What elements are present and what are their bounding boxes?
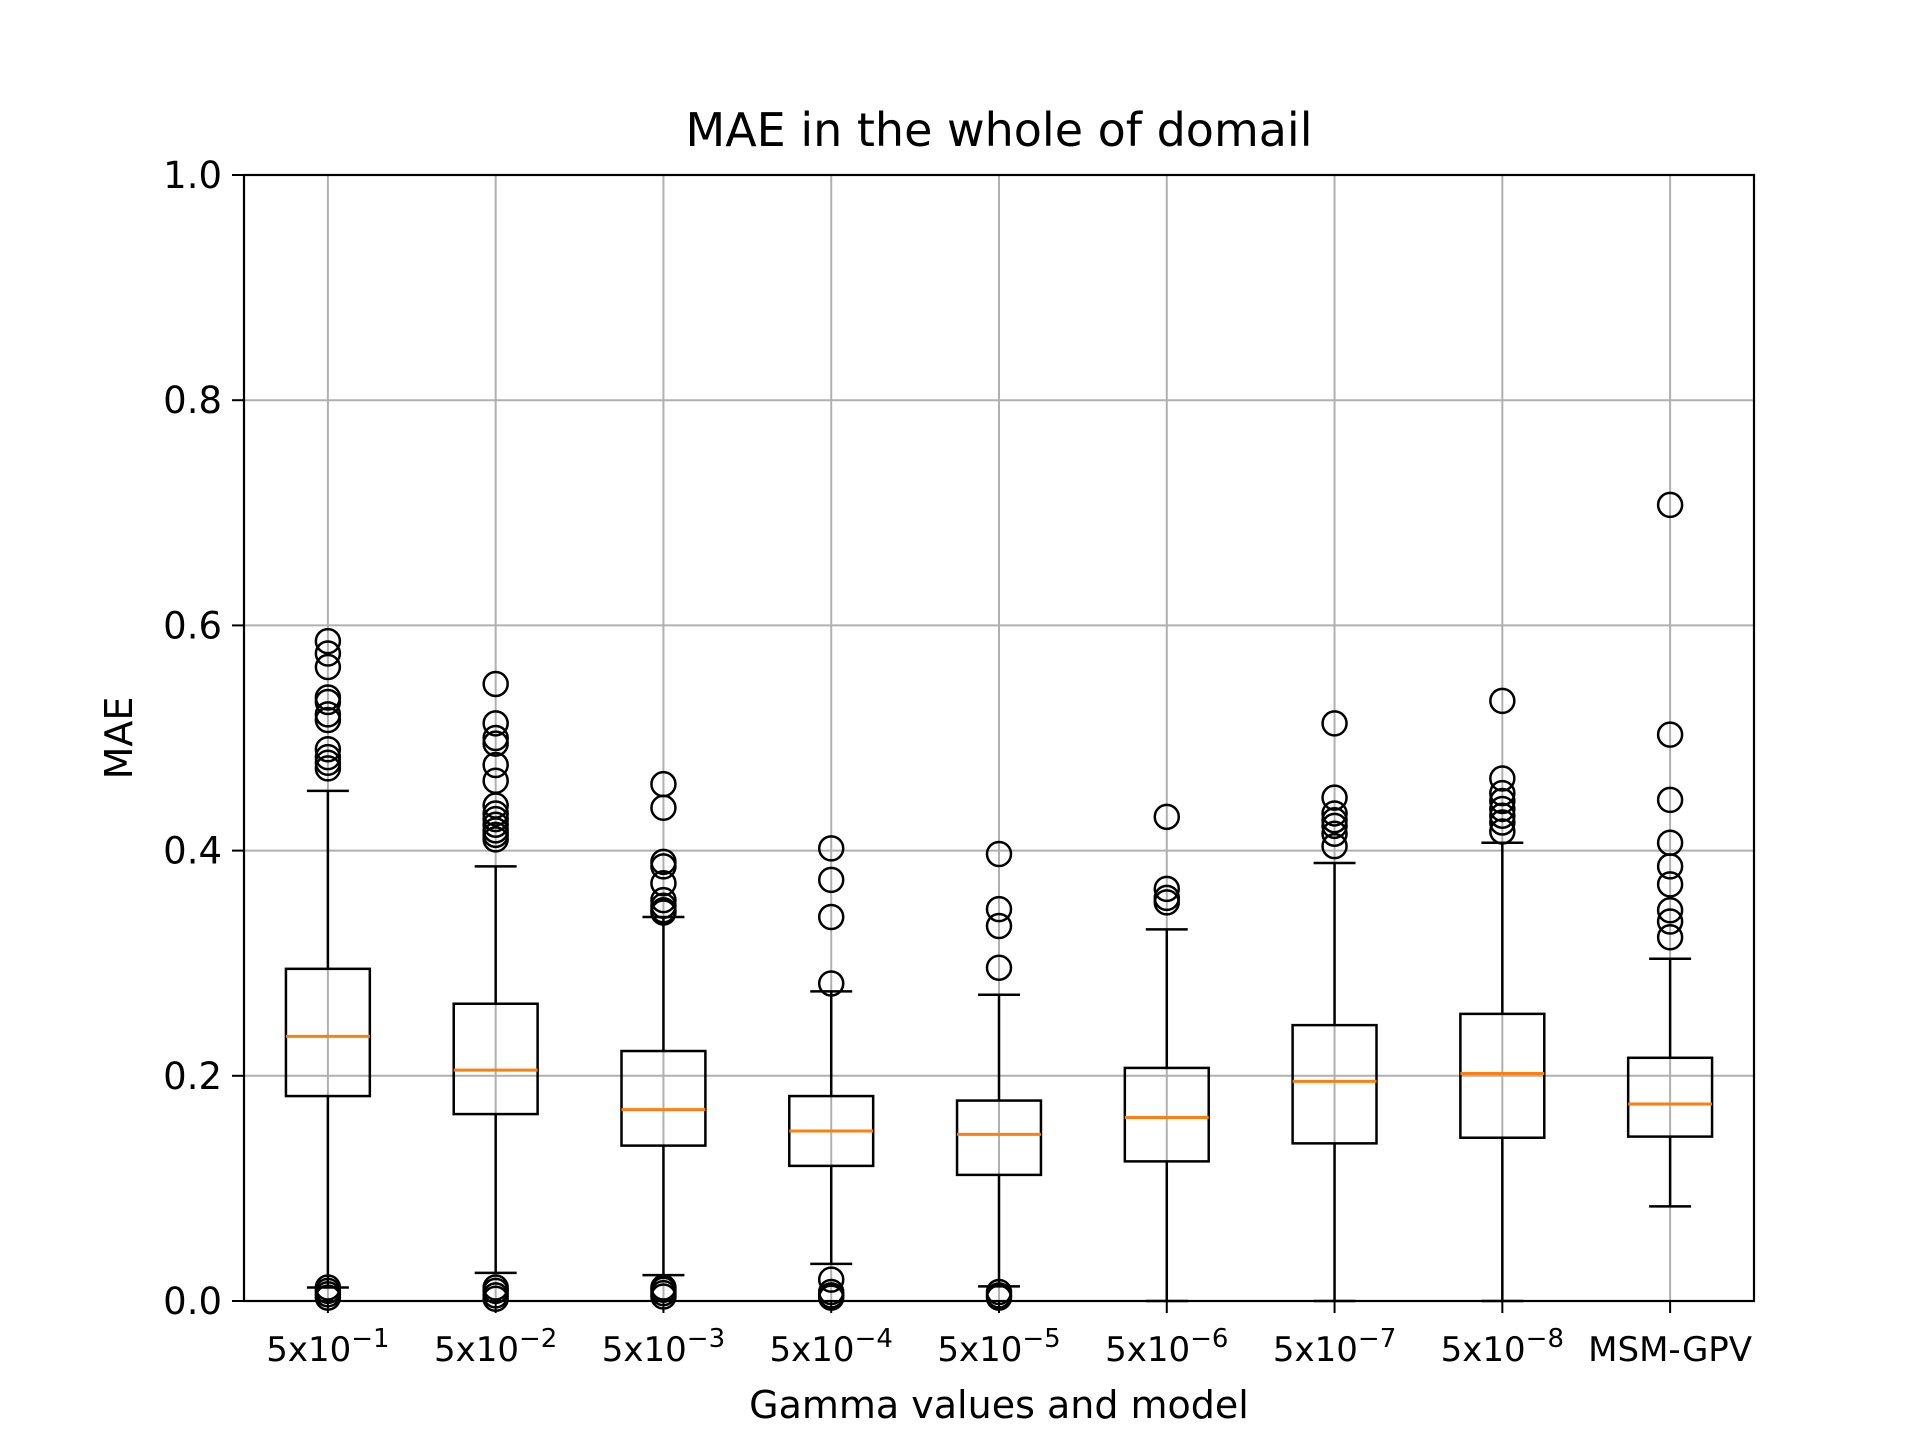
outlier-point	[314, 653, 342, 681]
outlier-point	[1321, 710, 1348, 737]
tick-layer: 0.0 0.2 0.4 0.6 0.8 1.0 5x10−1 5x10−2 5x10−3 5x10…	[163, 154, 1752, 1370]
outlier-point	[482, 811, 509, 838]
outlier-point	[1656, 924, 1684, 951]
outlier-point	[817, 903, 845, 931]
outlier-point	[1656, 908, 1684, 935]
outlier-point	[817, 835, 845, 862]
x-tick-label: 5x10−8	[1441, 1324, 1564, 1370]
outlier-point	[1489, 809, 1516, 836]
y-tick-label: 0.0	[163, 1280, 222, 1323]
outlier-point	[817, 970, 845, 997]
x-axis-label: Gamma values and model	[749, 1383, 1249, 1427]
outlier-point	[1489, 795, 1516, 823]
outlier-point	[1489, 687, 1516, 715]
outlier-point	[650, 899, 677, 926]
box-group	[1626, 491, 1714, 1208]
box-group	[955, 840, 1043, 1311]
outlier-point	[1656, 853, 1684, 880]
x-tick-label: 5x10−7	[1273, 1324, 1396, 1370]
outlier-point	[314, 743, 342, 771]
outlier-point	[650, 886, 677, 914]
outlier-point	[1321, 812, 1348, 840]
y-tick-label: 0.6	[163, 604, 222, 647]
outlier-point	[1153, 875, 1181, 903]
outlier-point	[985, 840, 1013, 868]
iqr-box	[1459, 1012, 1546, 1139]
boxes-layer	[284, 491, 1714, 1312]
outlier-point	[1489, 787, 1516, 815]
outlier-point	[1656, 491, 1684, 519]
outlier-point	[985, 895, 1013, 923]
outlier-point	[482, 751, 509, 779]
outlier-point	[985, 912, 1013, 940]
outlier-point	[817, 866, 845, 894]
outlier-point	[1321, 820, 1348, 847]
outlier-point	[314, 755, 342, 782]
outlier-point	[1656, 897, 1684, 924]
outlier-point	[482, 730, 509, 757]
outlier-point	[314, 640, 342, 667]
outlier-point	[314, 627, 342, 655]
outlier-point	[482, 826, 509, 853]
x-tick-label: 5x10−3	[602, 1324, 725, 1370]
iqr-box	[452, 1002, 539, 1116]
box-group	[620, 770, 707, 1310]
box-group	[1459, 687, 1546, 1303]
outlier-point	[985, 954, 1013, 981]
iqr-box	[1626, 1056, 1714, 1138]
chart-title: MAE in the whole of domail	[686, 103, 1313, 157]
y-tick-label: 0.4	[163, 830, 222, 873]
y-tick-label: 0.8	[163, 379, 222, 422]
iqr-box	[1291, 1023, 1378, 1145]
iqr-box	[955, 1099, 1043, 1177]
outlier-point	[1153, 803, 1181, 831]
box-group	[284, 627, 372, 1311]
outlier-point	[1489, 802, 1516, 829]
outlier-point	[1656, 786, 1684, 814]
x-tick-label: MSM-GPV	[1588, 1330, 1752, 1370]
outlier-point	[1489, 818, 1516, 845]
outlier-point	[1321, 832, 1348, 860]
box-group	[1123, 803, 1210, 1303]
y-tick-label: 1.0	[163, 154, 222, 197]
outlier-point	[314, 706, 342, 734]
x-tick-label: 5x10−6	[1105, 1324, 1228, 1370]
x-tick-label: 5x10−4	[770, 1324, 893, 1370]
outlier-point	[1656, 871, 1684, 898]
x-tick-label: 5x10−5	[937, 1324, 1060, 1370]
x-tick-label: 5x10−2	[434, 1324, 557, 1370]
outlier-point	[1321, 784, 1348, 811]
outlier-point	[482, 805, 509, 833]
x-tick-label: 5x10−1	[266, 1324, 389, 1370]
outlier-point	[1321, 800, 1348, 827]
outlier-point	[482, 670, 509, 698]
outlier-point	[1489, 779, 1516, 807]
outlier-point	[482, 724, 509, 752]
outlier-point	[1321, 806, 1348, 834]
outlier-point	[482, 710, 509, 737]
outlier-point	[650, 870, 677, 897]
y-tick-label: 0.2	[163, 1055, 222, 1098]
outlier-point	[314, 688, 342, 716]
iqr-box	[284, 967, 372, 1098]
outlier-point	[1656, 721, 1684, 748]
outlier-point	[817, 1266, 845, 1293]
iqr-box	[620, 1049, 707, 1147]
outlier-point	[314, 736, 342, 763]
iqr-box	[1123, 1066, 1210, 1163]
outlier-point	[482, 800, 509, 827]
y-axis-label: MAE	[97, 697, 141, 780]
outlier-point	[1153, 889, 1181, 916]
outlier-point	[650, 794, 677, 822]
outlier-point	[314, 749, 342, 777]
outlier-point	[1489, 765, 1516, 792]
outlier-point	[314, 701, 342, 728]
outlier-point	[650, 853, 677, 880]
